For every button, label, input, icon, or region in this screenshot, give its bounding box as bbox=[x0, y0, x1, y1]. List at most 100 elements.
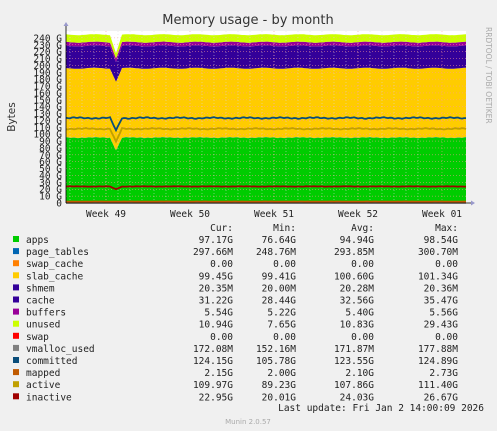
y-tick-label: 90 G bbox=[39, 137, 62, 148]
line-active bbox=[65, 127, 467, 144]
legend-swatch-buffers bbox=[13, 308, 19, 315]
legend-min-value: 105.78G bbox=[256, 356, 296, 367]
y-tick-label: 180 G bbox=[33, 75, 62, 86]
y-axis-arrow bbox=[63, 22, 69, 26]
y-axis-label: Bytes bbox=[6, 102, 18, 131]
legend-label-apps: apps bbox=[26, 235, 49, 246]
legend-avg-value: 0.00 bbox=[351, 332, 374, 343]
legend-label-swap: swap bbox=[26, 332, 49, 343]
legend-min-value: 28.44G bbox=[262, 296, 297, 307]
y-tick-label: 40 G bbox=[39, 171, 62, 182]
legend-cur-value: 0.00 bbox=[210, 259, 233, 270]
legend-swatch-mapped bbox=[13, 369, 19, 376]
y-tick-label: 0 bbox=[56, 199, 62, 210]
legend-cur-value: 5.54G bbox=[204, 308, 233, 319]
legend-min-value: 5.22G bbox=[267, 308, 296, 319]
legend-swatch-shmem bbox=[13, 284, 19, 291]
y-tick-label: 30 G bbox=[39, 178, 62, 189]
legend-swatch-swap_cache bbox=[13, 260, 19, 267]
x-tick-label: Week 51 bbox=[254, 209, 294, 220]
legend-label-buffers: buffers bbox=[26, 308, 66, 319]
plot-area: 010 G20 G30 G40 G50 G60 G70 G80 G90 G100… bbox=[33, 22, 475, 220]
x-tick-label: Week 49 bbox=[86, 209, 126, 220]
legend-avg-value: 171.87M bbox=[334, 344, 374, 355]
area-cache bbox=[66, 45, 466, 82]
legend-max-value: 0.00 bbox=[435, 259, 458, 270]
legend-label-mapped: mapped bbox=[26, 368, 60, 379]
y-tick-label: 50 G bbox=[39, 164, 62, 175]
y-tick-label: 110 G bbox=[33, 123, 62, 134]
legend-column-header: Min: bbox=[273, 223, 296, 234]
legend-swatch-inactive bbox=[13, 393, 19, 400]
legend-cur-value: 97.17G bbox=[199, 235, 234, 246]
y-tick-label: 160 G bbox=[33, 88, 62, 99]
legend-max-value: 300.70M bbox=[418, 247, 458, 258]
legend-max-value: 101.34G bbox=[418, 271, 458, 282]
legend-cur-value: 10.94G bbox=[199, 320, 234, 331]
legend-cur-value: 109.97G bbox=[193, 380, 233, 391]
last-update: Last update: Fri Jan 2 14:00:09 2026 bbox=[278, 403, 484, 414]
legend-min-value: 248.76M bbox=[256, 247, 296, 258]
legend-cur-value: 172.08M bbox=[193, 344, 233, 355]
legend-label-vmalloc_used: vmalloc_used bbox=[26, 344, 95, 355]
munin-version: Munin 2.0.57 bbox=[225, 418, 271, 426]
legend-swatch-slab_cache bbox=[13, 272, 19, 279]
legend-label-shmem: shmem bbox=[26, 283, 55, 294]
legend-max-value: 111.40G bbox=[418, 380, 458, 391]
legend-label-swap_cache: swap_cache bbox=[26, 259, 83, 270]
legend-max-value: 35.47G bbox=[424, 296, 459, 307]
legend-cur-value: 124.15G bbox=[193, 356, 233, 367]
legend-column-header: Avg: bbox=[351, 223, 374, 234]
line-inactive bbox=[65, 185, 466, 191]
legend-avg-value: 5.40G bbox=[345, 308, 374, 319]
y-tick-label: 140 G bbox=[33, 102, 62, 113]
legend-avg-value: 94.94G bbox=[340, 235, 375, 246]
rrdtool-watermark: RRDTOOL / TOBI OETIKER bbox=[484, 27, 493, 124]
legend-swatch-page_tables bbox=[13, 248, 19, 255]
legend-swatch-cache bbox=[13, 296, 19, 303]
legend-min-value: 2.00G bbox=[267, 368, 296, 379]
legend-avg-value: 24.03G bbox=[340, 392, 375, 403]
grid bbox=[66, 31, 466, 204]
legend-cur-value: 2.15G bbox=[204, 368, 233, 379]
legend-avg-value: 123.55G bbox=[334, 356, 374, 367]
legend-swatch-apps bbox=[13, 236, 19, 242]
legend-min-value: 152.16M bbox=[256, 344, 296, 355]
legend-avg-value: 10.83G bbox=[340, 320, 375, 331]
legend-avg-value: 32.56G bbox=[340, 296, 375, 307]
legend-min-value: 89.23G bbox=[262, 380, 297, 391]
y-tick-label: 70 G bbox=[39, 150, 62, 161]
legend-avg-value: 293.85M bbox=[334, 247, 374, 258]
y-tick-label: 190 G bbox=[33, 68, 62, 79]
legend-avg-value: 0.00 bbox=[351, 259, 374, 270]
y-tick-label: 130 G bbox=[33, 109, 62, 120]
y-tick-label: 60 G bbox=[39, 157, 62, 168]
legend-max-value: 177.88M bbox=[418, 344, 458, 355]
legend-max-value: 124.89G bbox=[418, 356, 458, 367]
chart-title: Memory usage - by month bbox=[162, 13, 333, 28]
y-tick-label: 220 G bbox=[33, 47, 62, 58]
legend-cur-value: 22.95G bbox=[199, 392, 234, 403]
legend-label-cache: cache bbox=[26, 296, 55, 307]
legend-label-inactive: inactive bbox=[26, 392, 72, 403]
y-tick-label: 200 G bbox=[33, 61, 62, 72]
y-tick-label: 80 G bbox=[39, 143, 62, 154]
legend-avg-value: 2.10G bbox=[345, 368, 374, 379]
legend-label-unused: unused bbox=[26, 320, 60, 331]
y-tick-label: 100 G bbox=[33, 130, 62, 141]
legend-cur-value: 99.45G bbox=[199, 271, 234, 282]
y-tick-label: 10 G bbox=[39, 192, 62, 203]
legend-min-value: 7.65G bbox=[267, 320, 296, 331]
legend-swatch-active bbox=[13, 381, 19, 388]
legend-column-header: Cur: bbox=[210, 223, 233, 234]
legend-max-value: 0.00 bbox=[435, 332, 458, 343]
legend-min-value: 76.64G bbox=[262, 235, 297, 246]
legend-max-value: 20.36M bbox=[424, 283, 459, 294]
legend-cur-value: 20.35M bbox=[199, 283, 234, 294]
x-tick-label: Week 52 bbox=[338, 209, 378, 220]
legend-label-committed: committed bbox=[26, 356, 77, 367]
y-tick-label: 150 G bbox=[33, 95, 62, 106]
legend-swatch-vmalloc_used bbox=[13, 344, 19, 351]
legend-swatch-swap bbox=[13, 332, 19, 339]
legend-cur-value: 0.00 bbox=[210, 332, 233, 343]
